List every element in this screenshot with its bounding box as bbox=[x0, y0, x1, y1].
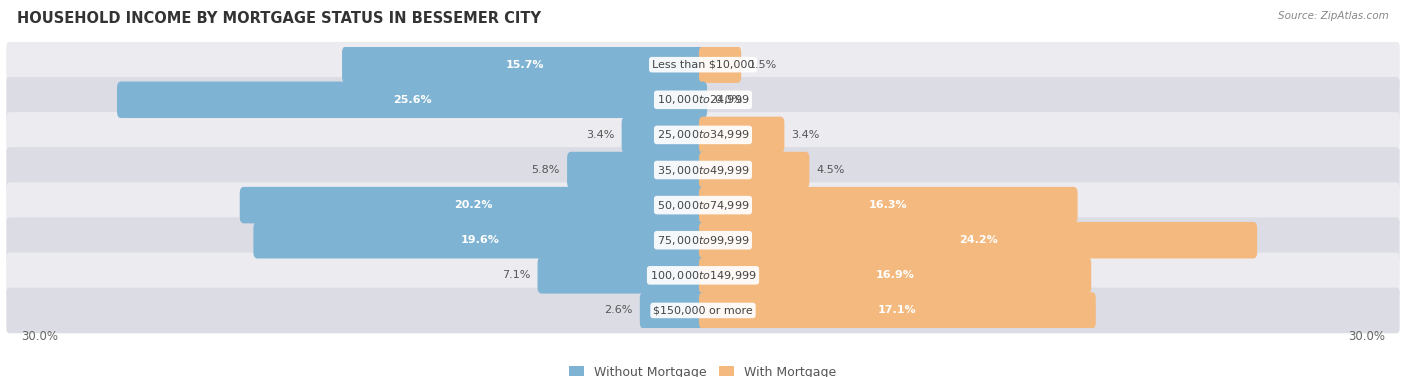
FancyBboxPatch shape bbox=[699, 257, 1091, 294]
FancyBboxPatch shape bbox=[240, 187, 707, 223]
FancyBboxPatch shape bbox=[6, 218, 1400, 263]
Text: 4.5%: 4.5% bbox=[817, 165, 845, 175]
FancyBboxPatch shape bbox=[342, 46, 707, 83]
Text: 16.3%: 16.3% bbox=[869, 200, 907, 210]
Text: 5.8%: 5.8% bbox=[531, 165, 560, 175]
Text: 17.1%: 17.1% bbox=[877, 305, 917, 316]
FancyBboxPatch shape bbox=[699, 46, 741, 83]
FancyBboxPatch shape bbox=[117, 81, 707, 118]
FancyBboxPatch shape bbox=[6, 253, 1400, 298]
Text: 0.0%: 0.0% bbox=[714, 95, 742, 105]
FancyBboxPatch shape bbox=[6, 288, 1400, 333]
FancyBboxPatch shape bbox=[537, 257, 707, 294]
FancyBboxPatch shape bbox=[6, 42, 1400, 87]
FancyBboxPatch shape bbox=[6, 147, 1400, 193]
Text: 3.4%: 3.4% bbox=[586, 130, 614, 140]
Text: Source: ZipAtlas.com: Source: ZipAtlas.com bbox=[1278, 11, 1389, 21]
Text: $100,000 to $149,999: $100,000 to $149,999 bbox=[650, 269, 756, 282]
FancyBboxPatch shape bbox=[699, 187, 1077, 223]
Text: $10,000 to $24,999: $10,000 to $24,999 bbox=[657, 93, 749, 106]
FancyBboxPatch shape bbox=[699, 292, 1095, 329]
FancyBboxPatch shape bbox=[699, 116, 785, 153]
Text: 7.1%: 7.1% bbox=[502, 270, 530, 280]
Text: 16.9%: 16.9% bbox=[876, 270, 914, 280]
FancyBboxPatch shape bbox=[6, 182, 1400, 228]
Text: 30.0%: 30.0% bbox=[21, 330, 58, 343]
FancyBboxPatch shape bbox=[621, 116, 707, 153]
FancyBboxPatch shape bbox=[699, 222, 1257, 259]
FancyBboxPatch shape bbox=[640, 292, 707, 329]
Text: Less than $10,000: Less than $10,000 bbox=[652, 60, 754, 70]
Text: 20.2%: 20.2% bbox=[454, 200, 492, 210]
FancyBboxPatch shape bbox=[699, 152, 810, 188]
FancyBboxPatch shape bbox=[253, 222, 707, 259]
Text: 1.5%: 1.5% bbox=[748, 60, 776, 70]
Text: $35,000 to $49,999: $35,000 to $49,999 bbox=[657, 164, 749, 176]
Text: 30.0%: 30.0% bbox=[1348, 330, 1385, 343]
Text: $25,000 to $34,999: $25,000 to $34,999 bbox=[657, 129, 749, 141]
FancyBboxPatch shape bbox=[6, 112, 1400, 158]
Text: 24.2%: 24.2% bbox=[959, 235, 997, 245]
Text: $75,000 to $99,999: $75,000 to $99,999 bbox=[657, 234, 749, 247]
FancyBboxPatch shape bbox=[567, 152, 707, 188]
Text: HOUSEHOLD INCOME BY MORTGAGE STATUS IN BESSEMER CITY: HOUSEHOLD INCOME BY MORTGAGE STATUS IN B… bbox=[17, 11, 541, 26]
Text: $50,000 to $74,999: $50,000 to $74,999 bbox=[657, 199, 749, 211]
Text: 25.6%: 25.6% bbox=[392, 95, 432, 105]
Legend: Without Mortgage, With Mortgage: Without Mortgage, With Mortgage bbox=[564, 360, 842, 377]
FancyBboxPatch shape bbox=[6, 77, 1400, 123]
Text: 15.7%: 15.7% bbox=[505, 60, 544, 70]
Text: 19.6%: 19.6% bbox=[461, 235, 499, 245]
Text: $150,000 or more: $150,000 or more bbox=[654, 305, 752, 316]
Text: 2.6%: 2.6% bbox=[605, 305, 633, 316]
Text: 3.4%: 3.4% bbox=[792, 130, 820, 140]
